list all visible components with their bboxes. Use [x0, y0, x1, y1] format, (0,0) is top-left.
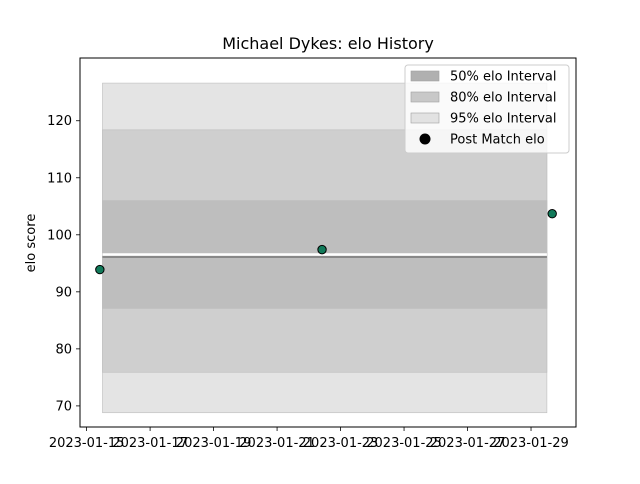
chart-title: Michael Dykes: elo History: [222, 34, 434, 53]
axes: 7080901001101202023-01-152023-01-172023-…: [47, 57, 577, 451]
x-tick-label-6: 2023-01-27: [430, 436, 506, 451]
legend-label-1: 80% elo Interval: [450, 91, 557, 106]
y-axis-label: elo score: [24, 214, 39, 273]
y-tick-label-100: 100: [47, 228, 72, 243]
legend-marker-3: [419, 133, 431, 145]
legend-label-3: Post Match elo: [450, 133, 545, 148]
legend-swatch-0: [410, 70, 440, 82]
x-tick-label-7: 2023-01-29: [493, 436, 569, 451]
y-tick-label-70: 70: [55, 399, 72, 414]
x-tick-label-0: 2023-01-15: [49, 436, 125, 451]
legend-label-0: 50% elo Interval: [450, 70, 557, 85]
y-tick-label-90: 90: [55, 285, 72, 300]
x-tick-label-5: 2023-01-25: [366, 436, 442, 451]
legend-swatch-2: [410, 112, 440, 124]
y-tick-label-80: 80: [55, 342, 72, 357]
y-tick-label-110: 110: [47, 171, 72, 186]
legend: 50% elo Interval 80% elo Interval 95% elo …: [404, 64, 570, 154]
legend-label-2: 95% elo Interval: [450, 112, 557, 127]
plot-frame: [79, 57, 577, 428]
y-tick-label-120: 120: [47, 114, 72, 129]
data-point-0-1: [317, 244, 327, 255]
x-tick-label-2: 2023-01-19: [176, 436, 252, 451]
data-point-0-2: [547, 208, 557, 219]
x-tick-label-1: 2023-01-17: [112, 436, 188, 451]
legend-box: [404, 64, 570, 154]
legend-swatch-1: [410, 91, 440, 103]
x-tick-label-4: 2023-01-23: [303, 436, 379, 451]
x-tick-label-3: 2023-01-21: [239, 436, 315, 451]
data-point-0-0: [95, 264, 105, 275]
